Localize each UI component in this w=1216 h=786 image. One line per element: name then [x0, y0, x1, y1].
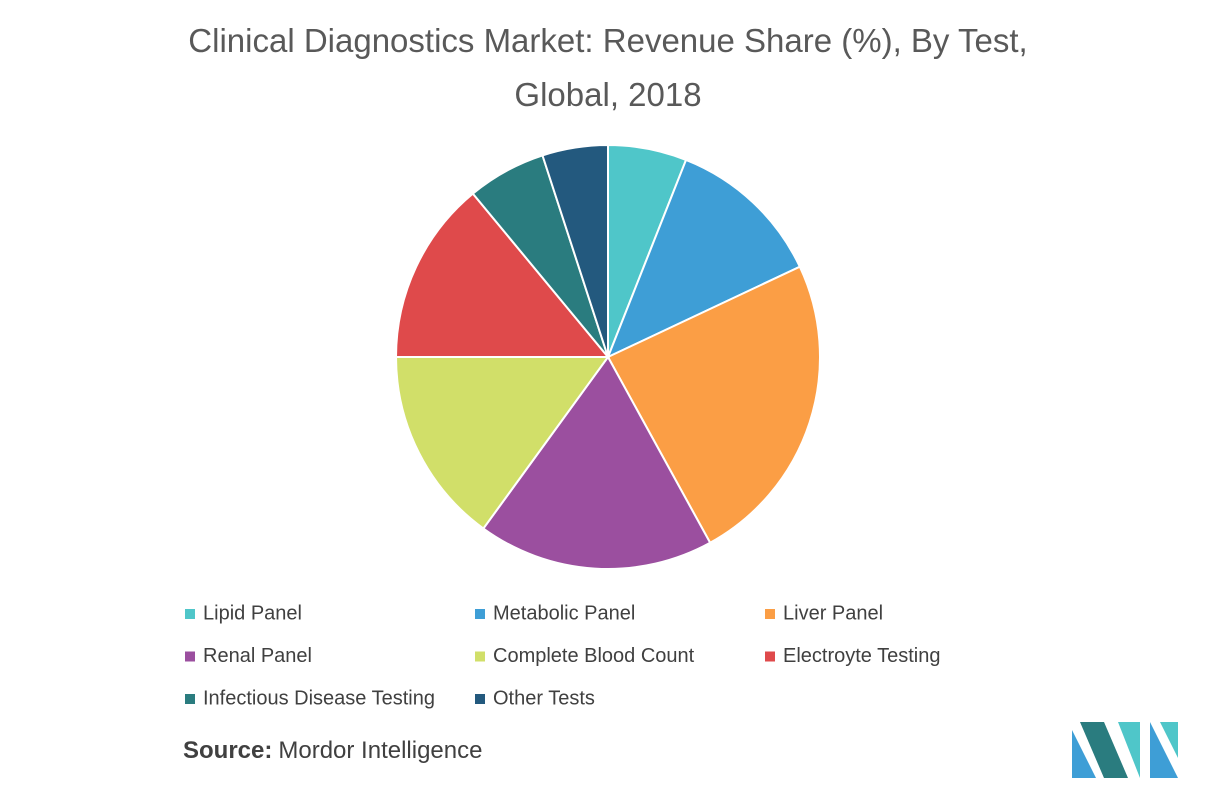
- legend-label: Renal Panel: [203, 645, 312, 667]
- legend-label: Infectious Disease Testing: [203, 687, 435, 709]
- pie-slice: [606, 158, 802, 359]
- source-label: Source:: [183, 737, 272, 764]
- chart-title: Clinical Diagnostics Market: Revenue Sha…: [188, 22, 1027, 59]
- source-text: Mordor Intelligence: [278, 737, 482, 764]
- legend-swatch: [185, 651, 195, 662]
- logo-shape: [1072, 730, 1096, 778]
- logo-shape: [1080, 722, 1128, 778]
- legend-label: Complete Blood Count: [493, 645, 695, 667]
- legend-swatch: [765, 609, 775, 619]
- logo: [1072, 722, 1178, 778]
- legend-label: Electroyte Testing: [783, 645, 941, 667]
- legend-swatch: [475, 694, 485, 704]
- pie-slice: [481, 355, 712, 570]
- legend-swatch: [185, 694, 195, 704]
- chart-title: Global, 2018: [514, 76, 701, 113]
- logo-shape: [1150, 722, 1178, 778]
- legend-label: Other Tests: [493, 687, 595, 709]
- pie-slice: [541, 143, 609, 358]
- pie: [394, 143, 821, 570]
- legend-swatch: [475, 609, 485, 619]
- legend-label: Lipid Panel: [203, 602, 302, 624]
- legend-label: Metabolic Panel: [493, 602, 635, 624]
- pie-slice: [394, 356, 610, 530]
- legend-swatch: [475, 651, 485, 662]
- logo-shape: [1160, 722, 1178, 758]
- legend-label: Liver Panel: [783, 602, 883, 624]
- legend: Lipid Panel Metabolic Panel Liver Panel Ren…: [185, 602, 941, 709]
- pie-slice: [606, 265, 821, 545]
- legend-swatch: [185, 609, 195, 619]
- pie-slice: [394, 192, 611, 358]
- source: Source: Mordor Intelligence: [183, 737, 482, 764]
- logo-shape: [1118, 722, 1140, 778]
- legend-swatch: [765, 651, 775, 662]
